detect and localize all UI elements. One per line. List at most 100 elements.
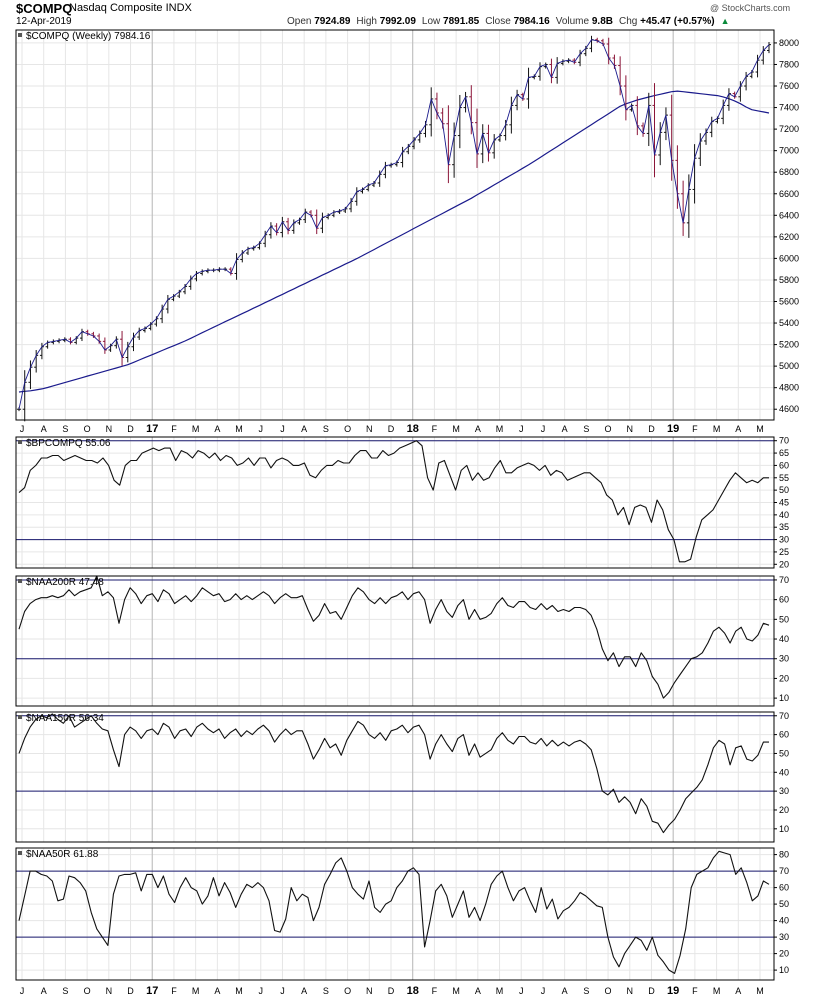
x-tick-label: M	[235, 424, 243, 434]
y-tick-label: 70	[779, 575, 789, 585]
indicator-line	[18, 850, 770, 974]
y-tick-label: 65	[779, 448, 789, 458]
up-triangle-icon: ▲	[720, 16, 730, 26]
panel-background	[16, 30, 774, 420]
x-tick-label: A	[735, 424, 741, 434]
indicator-line	[18, 575, 770, 699]
x-tick-label: J	[280, 424, 285, 434]
panel-menu-icon	[18, 851, 22, 855]
x-tick-label: O	[84, 424, 91, 434]
indicator-panel-frame	[15, 711, 775, 843]
x-tick-label: D	[648, 986, 655, 996]
y-tick-label: 6400	[779, 210, 799, 220]
x-tick-label: F	[692, 424, 698, 434]
x-tick-label: N	[366, 424, 373, 434]
quote-value: 7992.09	[379, 16, 416, 27]
x-tick-label: M	[235, 986, 243, 996]
x-tick-label: 18	[407, 423, 419, 435]
x-tick-label: F	[692, 986, 698, 996]
x-tick-label: S	[62, 986, 68, 996]
x-tick-label: 17	[146, 423, 158, 435]
indicator-panel-title: $NAA150R 56.34	[26, 713, 104, 724]
y-tick-label: 6200	[779, 232, 799, 242]
x-tick-label: M	[192, 424, 200, 434]
x-tick-label: A	[301, 986, 307, 996]
x-tick-label: F	[171, 986, 177, 996]
y-tick-label: 40	[779, 510, 789, 520]
x-tick-label: S	[62, 424, 68, 434]
y-tick-label: 50	[779, 614, 789, 624]
x-tick-label: M	[496, 986, 504, 996]
x-tick-label: M	[192, 986, 200, 996]
x-tick-label: 17	[146, 985, 158, 997]
x-tick-label: J	[259, 424, 264, 434]
y-tick-label: 70	[779, 711, 789, 721]
x-tick-label: J	[259, 986, 264, 996]
y-tick-label: 30	[779, 932, 789, 942]
price-panel-frame	[15, 29, 775, 421]
panel-background	[16, 576, 774, 706]
x-tick-label: J	[280, 986, 285, 996]
x-tick-label: M	[713, 986, 721, 996]
y-tick-label: 30	[779, 786, 789, 796]
x-tick-label: O	[84, 986, 91, 996]
y-tick-label: 70	[779, 866, 789, 876]
x-tick-label: S	[323, 424, 329, 434]
x-tick-label: F	[432, 424, 438, 434]
indicator-panel-title: $BPCOMPQ 55.06	[26, 438, 111, 449]
x-tick-label: D	[648, 424, 655, 434]
x-tick-label: A	[475, 986, 481, 996]
quote-row: Open 7924.89 High 7992.09 Low 7891.85 Close…	[287, 16, 730, 27]
x-tick-label: M	[756, 424, 764, 434]
y-tick-label: 60	[779, 883, 789, 893]
panel-menu-icon	[18, 440, 22, 444]
quote-label: High	[356, 16, 380, 27]
y-tick-label: 5400	[779, 318, 799, 328]
x-tick-label: M	[496, 424, 504, 434]
y-tick-label: 7400	[779, 103, 799, 113]
x-tick-label: O	[344, 424, 351, 434]
panel-background	[16, 712, 774, 842]
y-tick-label: 60	[779, 460, 789, 470]
y-tick-label: 5600	[779, 296, 799, 306]
y-tick-label: 7200	[779, 124, 799, 134]
quote-value: 7924.89	[314, 16, 351, 27]
y-tick-label: 7600	[779, 81, 799, 91]
y-tick-label: 6800	[779, 167, 799, 177]
indicator-panel-frame	[15, 575, 775, 707]
quote-value: 7891.85	[443, 16, 480, 27]
x-tick-label: D	[388, 424, 395, 434]
x-tick-label: J	[541, 424, 546, 434]
y-tick-label: 6000	[779, 253, 799, 263]
x-tick-label: M	[452, 424, 460, 434]
panel-background	[16, 848, 774, 980]
x-tick-label: A	[475, 424, 481, 434]
y-tick-label: 30	[779, 654, 789, 664]
quote-label: Open	[287, 16, 315, 27]
y-tick-label: 5200	[779, 340, 799, 350]
x-tick-label: J	[20, 986, 25, 996]
x-tick-label: A	[735, 986, 741, 996]
watermark: @ StockCharts.com	[710, 3, 791, 13]
x-tick-label: O	[605, 986, 612, 996]
indicator-panel-title: $NAA50R 61.88	[26, 849, 99, 860]
x-tick-label: S	[583, 424, 589, 434]
symbol: $COMPQ	[16, 1, 73, 16]
y-tick-label: 5800	[779, 275, 799, 285]
quote-value: 7984.16	[513, 16, 550, 27]
indicator-panel-title: $NAA200R 47.48	[26, 577, 104, 588]
moving-average-line	[18, 90, 770, 393]
y-tick-label: 40	[779, 767, 789, 777]
panel-menu-icon	[18, 579, 22, 583]
x-tick-label: D	[127, 986, 134, 996]
x-tick-label: S	[323, 986, 329, 996]
y-tick-label: 40	[779, 634, 789, 644]
y-tick-label: 20	[779, 949, 789, 959]
y-tick-label: 35	[779, 522, 789, 532]
quote-value: 9.8B	[591, 16, 613, 27]
y-tick-label: 4600	[779, 404, 799, 414]
x-tick-label: 18	[407, 985, 419, 997]
quote-label: Close	[485, 16, 514, 27]
panel-menu-icon	[18, 715, 22, 719]
